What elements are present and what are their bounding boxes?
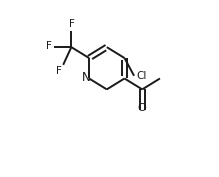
- Text: F: F: [56, 66, 62, 76]
- Text: N: N: [82, 71, 90, 84]
- Text: O: O: [138, 102, 147, 113]
- Text: F: F: [69, 19, 75, 29]
- Text: F: F: [46, 41, 52, 52]
- Text: Cl: Cl: [136, 72, 147, 81]
